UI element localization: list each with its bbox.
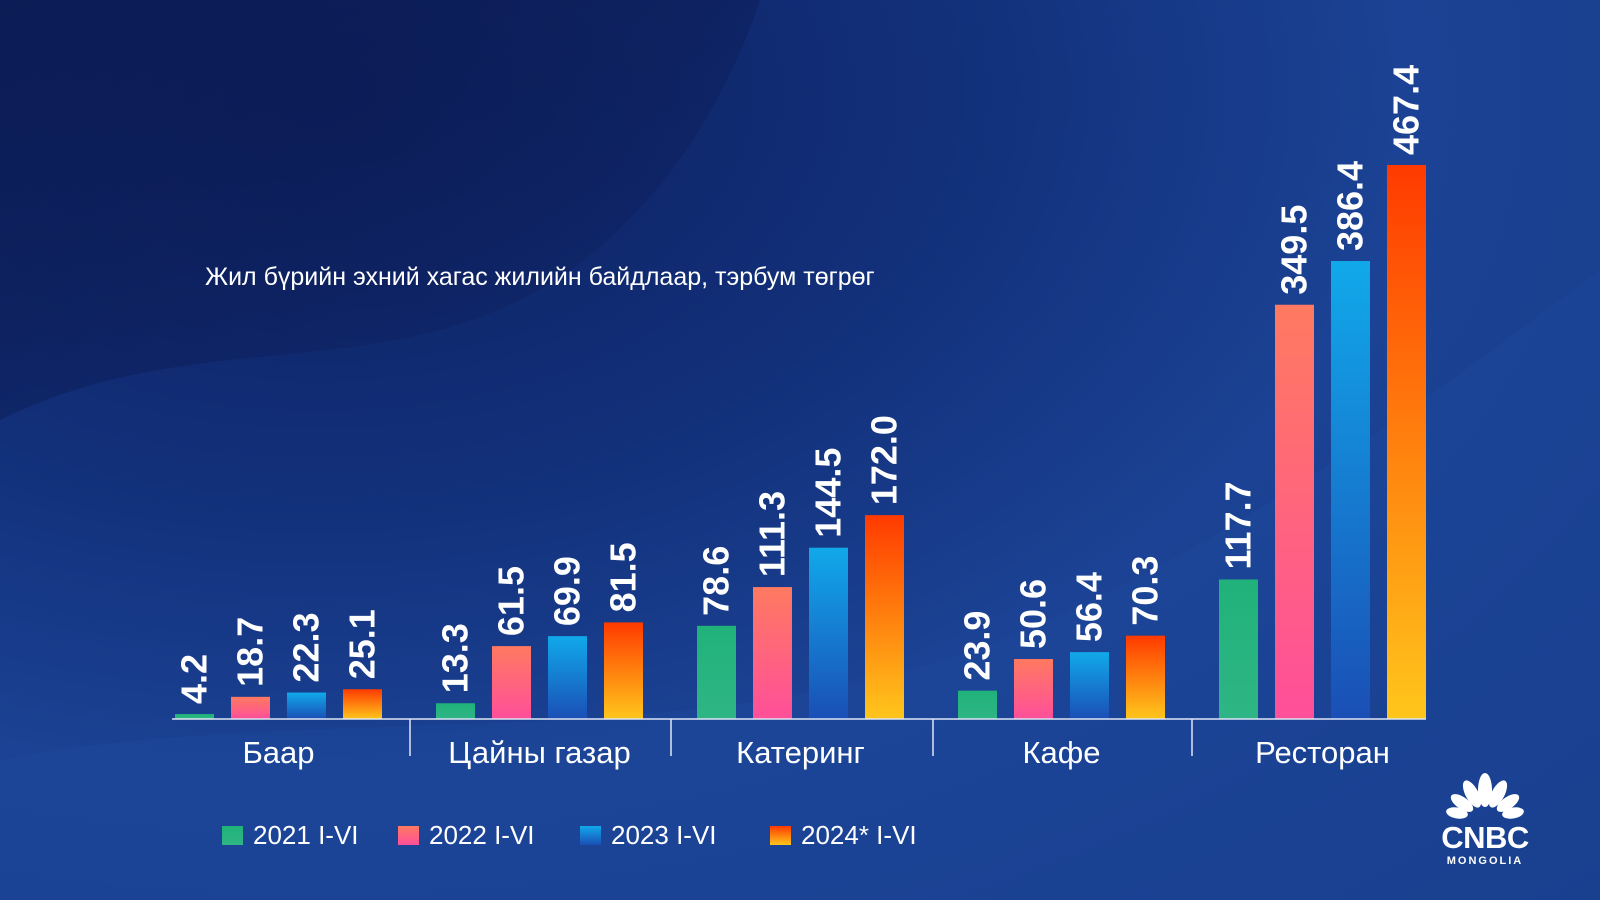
legend-swatch-2023	[580, 826, 601, 845]
legend-swatch-2021	[222, 826, 243, 845]
cnbc-mongolia-logo: CNBC MONGOLIA	[1432, 772, 1538, 868]
data-label-4-2: 386.4	[1330, 161, 1371, 251]
peacock-icon	[1446, 773, 1524, 819]
legend-label-2024: 2024* I-VI	[801, 820, 917, 850]
data-label-3-2: 56.4	[1069, 572, 1110, 642]
data-label-0-0: 4.2	[174, 654, 215, 704]
bar-0-0	[175, 714, 214, 719]
data-label-0-1: 18.7	[230, 617, 271, 687]
legend-item-2023: 2023 I-VI	[580, 820, 717, 851]
data-label-0-3: 25.1	[342, 609, 383, 679]
bar-3-0	[958, 690, 997, 719]
data-label-1-2: 69.9	[547, 556, 588, 626]
background-wave-2	[0, 270, 1600, 900]
bar-4-3	[1387, 165, 1426, 719]
chart-subtitle: Жил бүрийн эхний хагас жилийн байдлаар, …	[205, 263, 875, 291]
bar-0-3	[343, 689, 382, 719]
data-label-4-1: 349.5	[1274, 205, 1315, 295]
category-label-4: Ресторан	[1255, 735, 1390, 770]
data-label-4-3: 467.4	[1386, 65, 1427, 155]
bar-1-3	[604, 622, 643, 719]
bar-4-2	[1331, 261, 1370, 719]
bar-1-2	[548, 636, 587, 719]
category-label-0: Баар	[242, 735, 314, 770]
legend-label-2022: 2022 I-VI	[429, 820, 535, 850]
bar-2-1	[753, 587, 792, 719]
data-label-1-0: 13.3	[435, 623, 476, 693]
data-label-2-0: 78.6	[696, 546, 737, 616]
legend-swatch-2022	[398, 826, 419, 845]
legend-item-2021: 2021 I-VI	[222, 820, 359, 851]
bar-2-3	[865, 515, 904, 719]
bar-1-0	[436, 703, 475, 719]
legend-swatch-2024	[770, 826, 791, 845]
data-label-2-3: 172.0	[864, 415, 905, 505]
bar-0-1	[231, 696, 270, 719]
data-label-4-0: 117.7	[1218, 481, 1259, 569]
bar-1-1	[492, 646, 531, 719]
data-label-1-3: 81.5	[603, 542, 644, 612]
data-label-0-2: 22.3	[286, 612, 327, 682]
background-wave	[0, 0, 760, 420]
bar-4-0	[1219, 579, 1258, 719]
logo-subtitle: MONGOLIA	[1446, 855, 1524, 867]
data-label-1-1: 61.5	[491, 566, 532, 636]
bar-3-1	[1014, 659, 1053, 719]
bar-0-2	[287, 692, 326, 719]
logo-wordmark: CNBC	[1441, 820, 1529, 855]
bar-3-3	[1126, 635, 1165, 719]
legend-label-2023: 2023 I-VI	[611, 820, 717, 850]
legend-item-2022: 2022 I-VI	[398, 820, 535, 851]
data-label-3-1: 50.6	[1013, 579, 1054, 649]
data-label-2-1: 111.3	[752, 491, 793, 577]
bar-3-2	[1070, 652, 1109, 719]
bar-2-0	[697, 625, 736, 719]
data-label-3-3: 70.3	[1125, 556, 1166, 626]
bar-4-1	[1275, 304, 1314, 719]
category-label-3: Кафе	[1022, 735, 1100, 770]
data-label-3-0: 23.9	[957, 611, 998, 681]
category-label-2: Катеринг	[736, 735, 865, 770]
data-label-2-2: 144.5	[808, 448, 849, 538]
legend: 2021 I-VI 2022 I-VI 2023 I-VI 2024* I-VI	[0, 820, 1600, 860]
category-label-1: Цайны газар	[448, 735, 630, 770]
bar-2-2	[809, 547, 848, 719]
legend-item-2024: 2024* I-VI	[770, 820, 917, 851]
legend-label-2021: 2021 I-VI	[253, 820, 359, 850]
